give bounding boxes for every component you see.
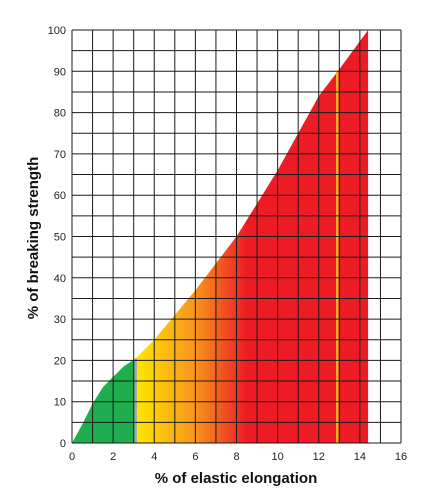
y-tick-label: 10 bbox=[54, 397, 66, 409]
y-tick-label: 70 bbox=[54, 149, 66, 161]
y-tick-label: 80 bbox=[54, 108, 66, 120]
y-tick-label: 20 bbox=[54, 355, 66, 367]
x-axis-label: % of elastic elongation bbox=[155, 470, 318, 487]
x-tick-label: 14 bbox=[354, 451, 366, 463]
x-tick-label: 16 bbox=[395, 451, 407, 463]
y-tick-label: 30 bbox=[54, 314, 66, 326]
x-tick-label: 2 bbox=[110, 451, 116, 463]
x-tick-label: 0 bbox=[69, 451, 75, 463]
y-tick-label: 0 bbox=[60, 438, 66, 450]
x-tick-label: 8 bbox=[233, 451, 239, 463]
x-tick-label: 10 bbox=[272, 451, 284, 463]
x-tick-label: 12 bbox=[313, 451, 325, 463]
y-tick-label: 90 bbox=[54, 66, 66, 78]
y-tick-label: 50 bbox=[54, 232, 66, 244]
y-axis-label: % of breaking strength bbox=[25, 157, 42, 320]
y-tick-label: 100 bbox=[48, 25, 66, 37]
y-tick-label: 40 bbox=[54, 273, 66, 285]
y-tick-label: 60 bbox=[54, 190, 66, 202]
x-tick-label: 4 bbox=[151, 451, 157, 463]
area-region-low bbox=[72, 358, 136, 443]
x-tick-label: 6 bbox=[192, 451, 198, 463]
